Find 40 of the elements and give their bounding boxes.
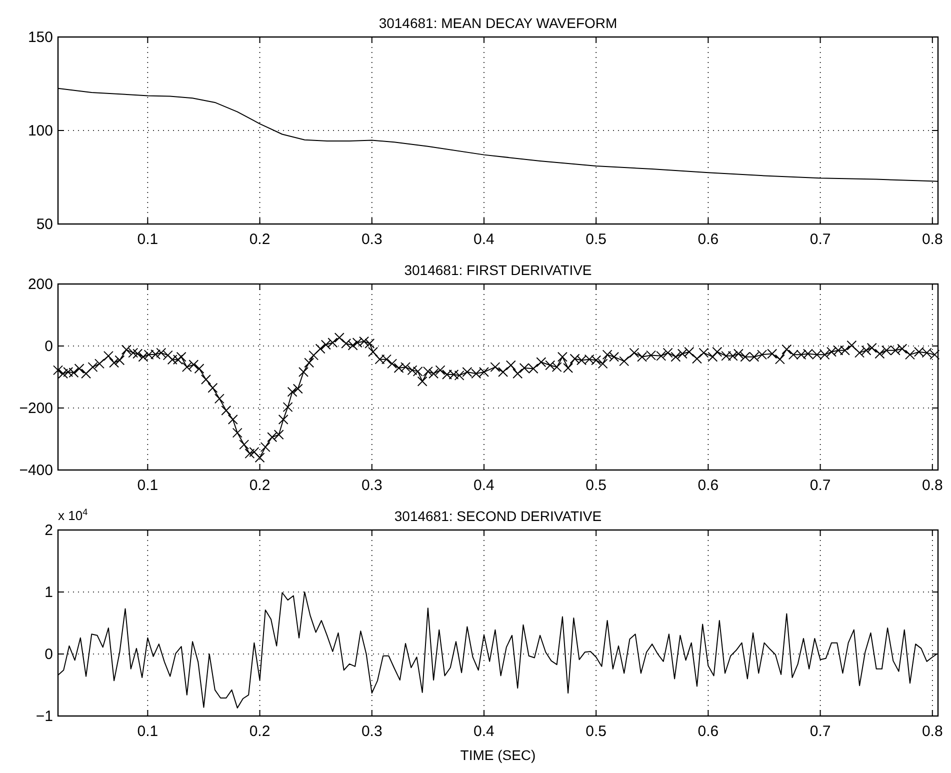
y-tick-label: 0 (44, 338, 53, 355)
chart-title: 3014681: FIRST DERIVATIVE (404, 262, 592, 278)
chart-title: 3014681: SECOND DERIVATIVE (394, 508, 602, 524)
y-tick-label: 100 (28, 122, 53, 140)
x-tick-label: 0.5 (586, 723, 607, 740)
x-tick-label: 0.4 (474, 477, 494, 494)
y-tick-label: 200 (28, 276, 53, 293)
x-tick-label: 0.8 (922, 477, 943, 494)
x-tick-label: 0.6 (698, 477, 719, 494)
x-tick-label: 0.2 (249, 231, 270, 248)
x-tick-label: 0.6 (698, 231, 719, 248)
y-tick-label: 0 (44, 646, 53, 663)
y-tick-label: 2 (44, 522, 53, 539)
x-tick-label: 0.1 (137, 477, 158, 494)
y-tick-label: −200 (19, 400, 53, 417)
x-tick-label: 0.5 (586, 231, 607, 248)
x-axis-title: TIME (SEC) (460, 747, 536, 763)
x-tick-label: 0.7 (810, 231, 831, 248)
x-tick-label: 0.1 (137, 231, 158, 248)
x-tick-label: 0.4 (474, 231, 494, 248)
chart-title: 3014681: MEAN DECAY WAVEFORM (378, 15, 618, 31)
x-tick-label: 0.3 (361, 231, 382, 248)
x-tick-label: 0.2 (249, 477, 270, 494)
x-tick-label: 0.8 (922, 723, 943, 740)
y-tick-label: 150 (28, 29, 53, 46)
y-tick-label: 50 (36, 216, 53, 233)
x-tick-label: 0.6 (698, 723, 719, 740)
x-tick-label: 0.4 (474, 723, 494, 740)
x-tick-label: 0.7 (810, 477, 831, 494)
text: x 10$^{4}$ (58, 507, 88, 523)
x-tick-label: 0.3 (361, 723, 382, 740)
x-tick-label: 0.2 (249, 723, 270, 740)
x-tick-label: 0.1 (137, 723, 158, 740)
x-tick-label: 0.5 (586, 477, 607, 494)
x-tick-label: 0.7 (810, 723, 831, 740)
y-tick-label: 1 (44, 584, 53, 601)
y-tick-label: −400 (19, 462, 53, 479)
x-tick-label: 0.3 (361, 477, 382, 494)
y-tick-label: −1 (36, 708, 53, 725)
x-tick-label: 0.8 (922, 231, 943, 248)
